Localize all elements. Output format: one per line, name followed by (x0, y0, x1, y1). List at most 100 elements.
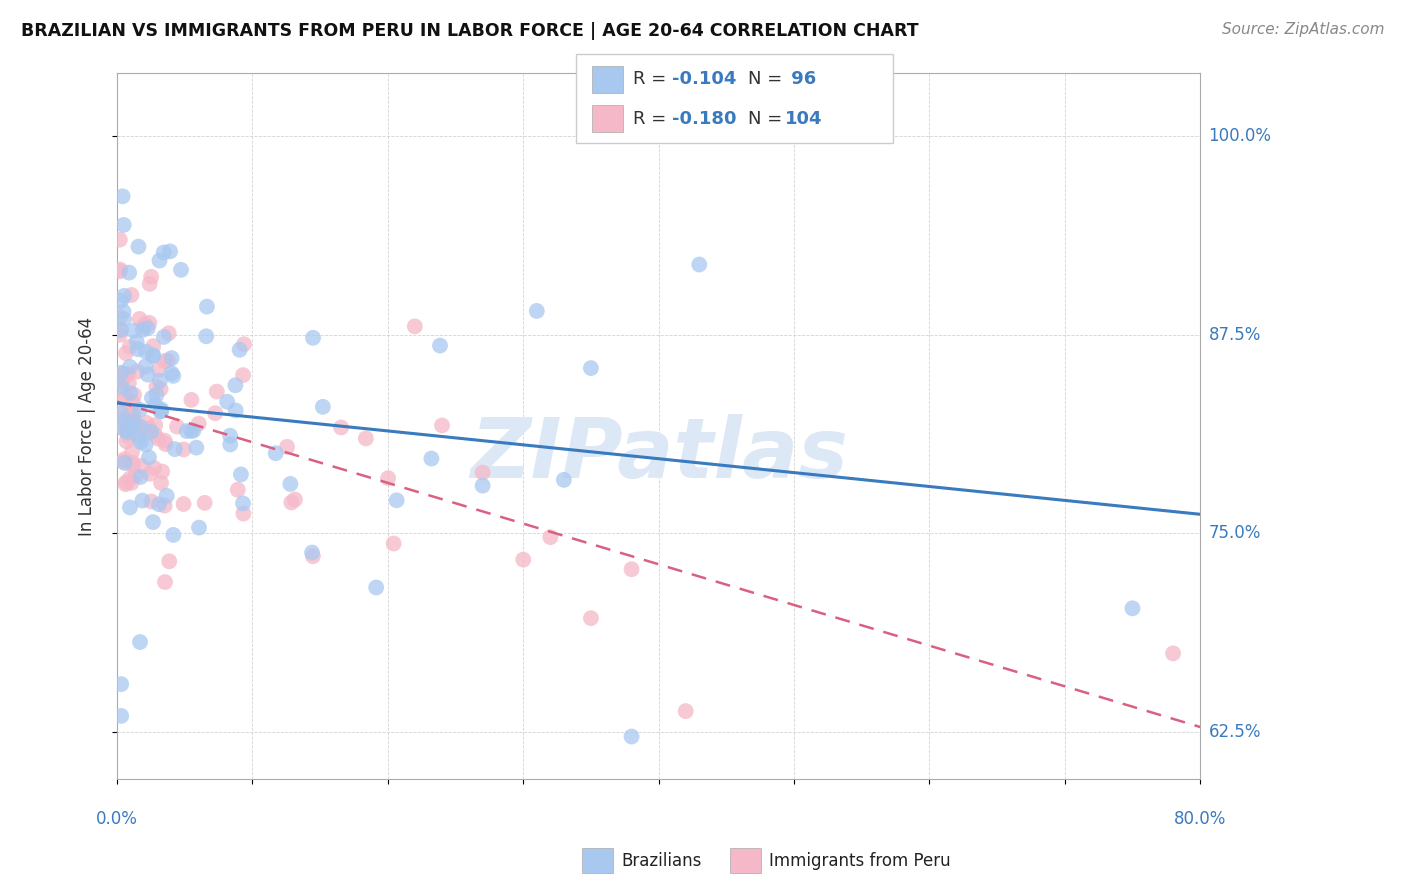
Point (114, 368, 136, 383)
Point (312, 400, 335, 414)
Point (143, 398, 166, 412)
Point (195, 300, 218, 314)
Point (110, 406, 132, 420)
Point (228, 343, 250, 357)
Point (111, 189, 134, 203)
Point (180, 392, 202, 407)
Point (385, 493, 408, 508)
Point (131, 459, 153, 474)
Point (108, 264, 131, 278)
Point (276, 440, 298, 454)
Text: 80.0%: 80.0% (1174, 810, 1226, 828)
Point (420, 451, 443, 466)
Point (129, 419, 152, 434)
Point (150, 475, 173, 490)
Text: R =: R = (633, 70, 672, 88)
Point (127, 365, 149, 379)
Point (1161, 646, 1184, 660)
Point (194, 496, 217, 510)
Point (120, 386, 142, 401)
Point (117, 368, 139, 382)
Point (122, 407, 145, 421)
Point (127, 342, 149, 356)
Point (404, 319, 426, 334)
Point (141, 391, 163, 405)
Point (135, 437, 157, 451)
Point (118, 376, 141, 390)
Point (122, 414, 145, 428)
Point (121, 419, 143, 434)
Point (134, 359, 156, 374)
Point (148, 253, 170, 268)
Point (150, 402, 173, 417)
Point (142, 515, 165, 529)
Point (430, 418, 453, 433)
Point (110, 370, 132, 384)
Point (129, 434, 152, 449)
Point (162, 368, 184, 383)
Point (111, 367, 134, 381)
Point (156, 489, 179, 503)
Point (120, 475, 142, 490)
Point (112, 418, 135, 433)
Point (118, 266, 141, 280)
Text: R =: R = (633, 110, 672, 128)
Point (284, 492, 307, 507)
Point (114, 423, 136, 437)
Point (122, 388, 145, 402)
Point (110, 677, 132, 691)
Point (183, 424, 205, 438)
Point (125, 334, 148, 349)
Point (233, 337, 256, 351)
Point (115, 425, 138, 440)
Point (112, 372, 135, 386)
Point (377, 471, 399, 485)
Point (366, 581, 388, 595)
Point (302, 549, 325, 564)
Point (129, 635, 152, 649)
Point (118, 472, 141, 486)
Point (204, 406, 226, 420)
Point (186, 441, 208, 455)
Point (110, 323, 132, 337)
Point (122, 458, 145, 473)
Point (111, 380, 134, 394)
Text: Immigrants from Peru: Immigrants from Peru (769, 852, 950, 870)
Point (125, 425, 148, 439)
Point (152, 245, 174, 260)
Point (229, 467, 252, 482)
Point (148, 363, 170, 377)
Point (166, 419, 188, 434)
Text: N =: N = (748, 110, 787, 128)
Point (128, 312, 150, 326)
Text: 87.5%: 87.5% (1209, 326, 1261, 344)
Text: 96: 96 (785, 70, 815, 88)
Point (114, 386, 136, 401)
Point (135, 422, 157, 436)
Point (122, 414, 145, 428)
Point (176, 424, 198, 438)
Text: BRAZILIAN VS IMMIGRANTS FROM PERU IN LABOR FORCE | AGE 20-64 CORRELATION CHART: BRAZILIAN VS IMMIGRANTS FROM PERU IN LAB… (21, 22, 918, 40)
Text: -0.104: -0.104 (672, 70, 737, 88)
Point (128, 402, 150, 417)
Point (120, 288, 142, 302)
Point (121, 444, 143, 458)
Point (195, 329, 218, 343)
Point (149, 374, 172, 388)
Point (124, 468, 146, 483)
Point (142, 349, 165, 363)
Point (127, 430, 149, 444)
Point (302, 331, 325, 345)
Point (112, 414, 135, 428)
Point (114, 477, 136, 491)
Point (134, 317, 156, 331)
Point (153, 499, 176, 513)
Point (264, 446, 287, 460)
Point (620, 562, 643, 576)
Point (141, 494, 163, 508)
Point (112, 289, 135, 303)
Point (110, 366, 132, 380)
Point (122, 324, 145, 338)
Point (157, 554, 180, 568)
Point (138, 316, 160, 330)
